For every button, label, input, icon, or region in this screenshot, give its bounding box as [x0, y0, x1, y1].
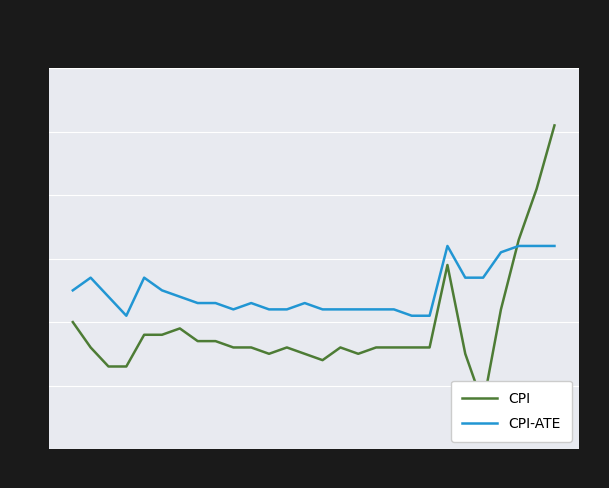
CPI-ATE [141, 275, 148, 281]
CPI-ATE [69, 287, 77, 293]
Legend: CPI, CPI-ATE: CPI, CPI-ATE [451, 381, 572, 442]
CPI [479, 402, 487, 407]
CPI-ATE [301, 300, 308, 306]
CPI [158, 332, 166, 338]
CPI-ATE [158, 287, 166, 293]
CPI-ATE [444, 243, 451, 249]
CPI-ATE [337, 306, 344, 312]
CPI [283, 345, 290, 350]
CPI [266, 351, 273, 357]
CPI-ATE [479, 275, 487, 281]
CPI-ATE [266, 306, 273, 312]
CPI [247, 345, 255, 350]
CPI [426, 345, 433, 350]
CPI [462, 351, 469, 357]
CPI-ATE [105, 294, 112, 300]
CPI [337, 345, 344, 350]
CPI-ATE [176, 294, 183, 300]
CPI [444, 262, 451, 268]
CPI-ATE [87, 275, 94, 281]
CPI [176, 325, 183, 331]
CPI [87, 345, 94, 350]
CPI [122, 364, 130, 369]
CPI-ATE [230, 306, 237, 312]
CPI-ATE [408, 313, 415, 319]
CPI-ATE [247, 300, 255, 306]
CPI-ATE [390, 306, 398, 312]
CPI [301, 351, 308, 357]
CPI-ATE [194, 300, 202, 306]
CPI-ATE [373, 306, 380, 312]
CPI-ATE [354, 306, 362, 312]
CPI [141, 332, 148, 338]
CPI [408, 345, 415, 350]
CPI-ATE [283, 306, 290, 312]
CPI [105, 364, 112, 369]
CPI [319, 357, 326, 363]
CPI [69, 319, 77, 325]
CPI-ATE [462, 275, 469, 281]
CPI [373, 345, 380, 350]
CPI [498, 306, 505, 312]
CPI-ATE [533, 243, 540, 249]
Line: CPI-ATE: CPI-ATE [73, 246, 554, 316]
CPI-ATE [551, 243, 558, 249]
CPI [230, 345, 237, 350]
CPI [194, 338, 202, 344]
CPI-ATE [319, 306, 326, 312]
CPI [354, 351, 362, 357]
CPI [212, 338, 219, 344]
CPI-ATE [212, 300, 219, 306]
CPI [533, 186, 540, 192]
CPI [551, 122, 558, 128]
CPI-ATE [122, 313, 130, 319]
CPI-ATE [515, 243, 523, 249]
CPI [515, 237, 523, 243]
Line: CPI: CPI [73, 125, 554, 405]
CPI [390, 345, 398, 350]
CPI-ATE [426, 313, 433, 319]
CPI-ATE [498, 249, 505, 255]
